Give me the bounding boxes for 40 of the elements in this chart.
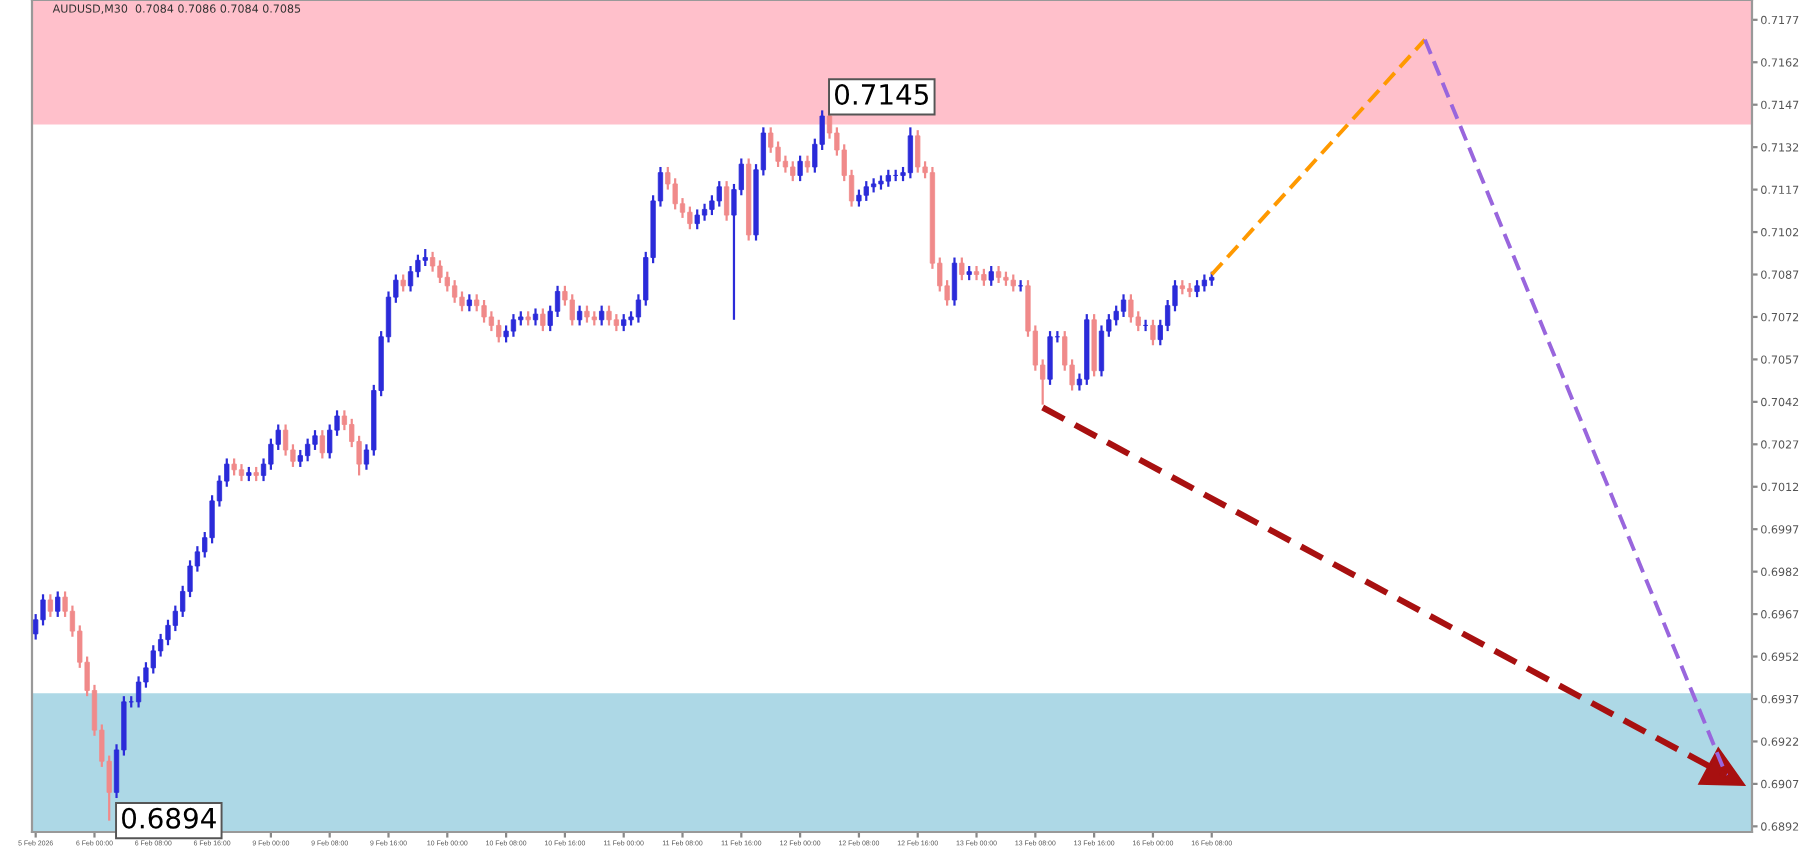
candlestick [55,590,61,619]
candlestick [973,264,980,282]
candlestick [790,160,796,183]
candlestick [569,293,575,327]
candlestick [319,429,325,460]
candlestick [1098,324,1105,378]
candlestick [576,304,583,327]
candlestick [1047,329,1053,386]
candlestick [1150,318,1156,347]
annotation: 0.6894 [122,807,216,829]
candlestick [510,313,517,338]
candlestick [599,304,605,327]
candlestick [716,180,722,208]
candlestick [135,675,142,709]
candlestick [907,126,913,180]
candlestick [915,129,921,174]
candlestick [959,256,965,282]
candlestick [951,256,958,307]
candlestick [488,310,495,333]
candlestick [540,307,546,333]
candlestick [305,437,311,463]
candlestick [282,423,289,457]
candlestick [407,264,414,293]
candlestick [863,180,869,203]
candlestick [988,264,994,287]
candlestick [687,205,693,231]
annotation: 0.7145 [835,83,928,105]
candlestick [452,279,458,304]
candlestick [481,298,487,324]
candlestick [554,284,561,319]
candlestick [1120,293,1127,319]
candlestick [437,259,443,285]
candlestick [606,304,612,327]
candlestick [496,318,502,344]
candlestick [797,154,803,183]
candlestick [47,593,53,619]
candlestick [723,180,730,222]
candlestick [694,208,700,231]
candlestick [1128,293,1134,324]
candlestick [429,250,436,273]
